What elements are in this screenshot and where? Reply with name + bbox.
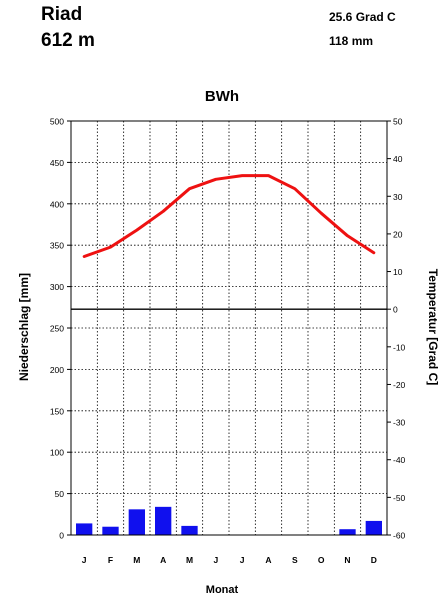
month-tick-label: J [82, 555, 87, 565]
average-temperature: 25.6 Grad C [329, 10, 396, 24]
month-tick-label: F [108, 555, 113, 565]
temperature-tick-label: 30 [393, 192, 403, 202]
precipitation-tick-label: 200 [50, 365, 64, 375]
station-name: Riad [41, 4, 83, 25]
month-tick-label: S [292, 555, 298, 565]
chart-title: BWh [205, 88, 239, 105]
annual-precipitation: 118 mm [329, 34, 374, 48]
precipitation-tick-label: 50 [55, 489, 65, 499]
temperature-tick-label: -20 [393, 380, 406, 390]
month-tick-label: N [344, 555, 350, 565]
month-tick-label: M [133, 555, 140, 565]
precipitation-bar [339, 529, 356, 535]
temperature-tick-label: -50 [393, 493, 406, 503]
month-tick-label: A [160, 555, 166, 565]
temperature-tick-label: -30 [393, 418, 406, 428]
precipitation-tick-label: 100 [50, 448, 64, 458]
precipitation-tick-label: 500 [50, 117, 64, 127]
precipitation-tick-label: 400 [50, 199, 64, 209]
precipitation-tick-label: 300 [50, 282, 64, 292]
temperature-tick-label: 10 [393, 267, 403, 277]
temperature-tick-label: 20 [393, 229, 403, 239]
precipitation-bar [181, 525, 198, 535]
temperature-tick-label: -60 [393, 531, 406, 541]
precipitation-tick-label: 250 [50, 324, 64, 334]
x-axis-label: Monat [206, 584, 239, 596]
month-tick-label: D [371, 555, 377, 565]
month-tick-label: J [213, 555, 218, 565]
precipitation-tick-label: 150 [50, 406, 64, 416]
precipitation-bar [365, 520, 382, 535]
precipitation-axis: 0 50 100 150 200 250 300 350 400 450 500 [50, 117, 71, 541]
chart-grid [71, 121, 387, 535]
month-tick-label: A [265, 555, 271, 565]
left-axis-label: Niederschlag [mm] [17, 273, 31, 381]
precipitation-bar [155, 506, 172, 535]
precipitation-tick-label: 450 [50, 158, 64, 168]
temperature-tick-label: 40 [393, 154, 403, 164]
right-axis-label: Temperatur [Grad C] [426, 269, 440, 385]
precipitation-bar [102, 526, 119, 535]
precipitation-bar [128, 509, 145, 535]
precipitation-bars [76, 506, 382, 535]
precipitation-tick-label: 350 [50, 241, 64, 251]
month-tick-label: M [186, 555, 193, 565]
temperature-tick-label: 0 [393, 305, 398, 315]
month-tick-label: J [240, 555, 245, 565]
temperature-line [82, 174, 376, 258]
precipitation-tick-label: 0 [59, 531, 64, 541]
month-tick-label: O [318, 555, 325, 565]
temperature-tick-label: -10 [393, 342, 406, 352]
temperature-tick-label: -40 [393, 455, 406, 465]
temperature-axis: -60 -50 -40 -30 -20 -10 0 10 20 30 40 50 [387, 117, 406, 541]
precipitation-bar [76, 523, 93, 535]
temperature-tick-label: 50 [393, 117, 403, 127]
station-elevation: 612 m [41, 30, 95, 51]
